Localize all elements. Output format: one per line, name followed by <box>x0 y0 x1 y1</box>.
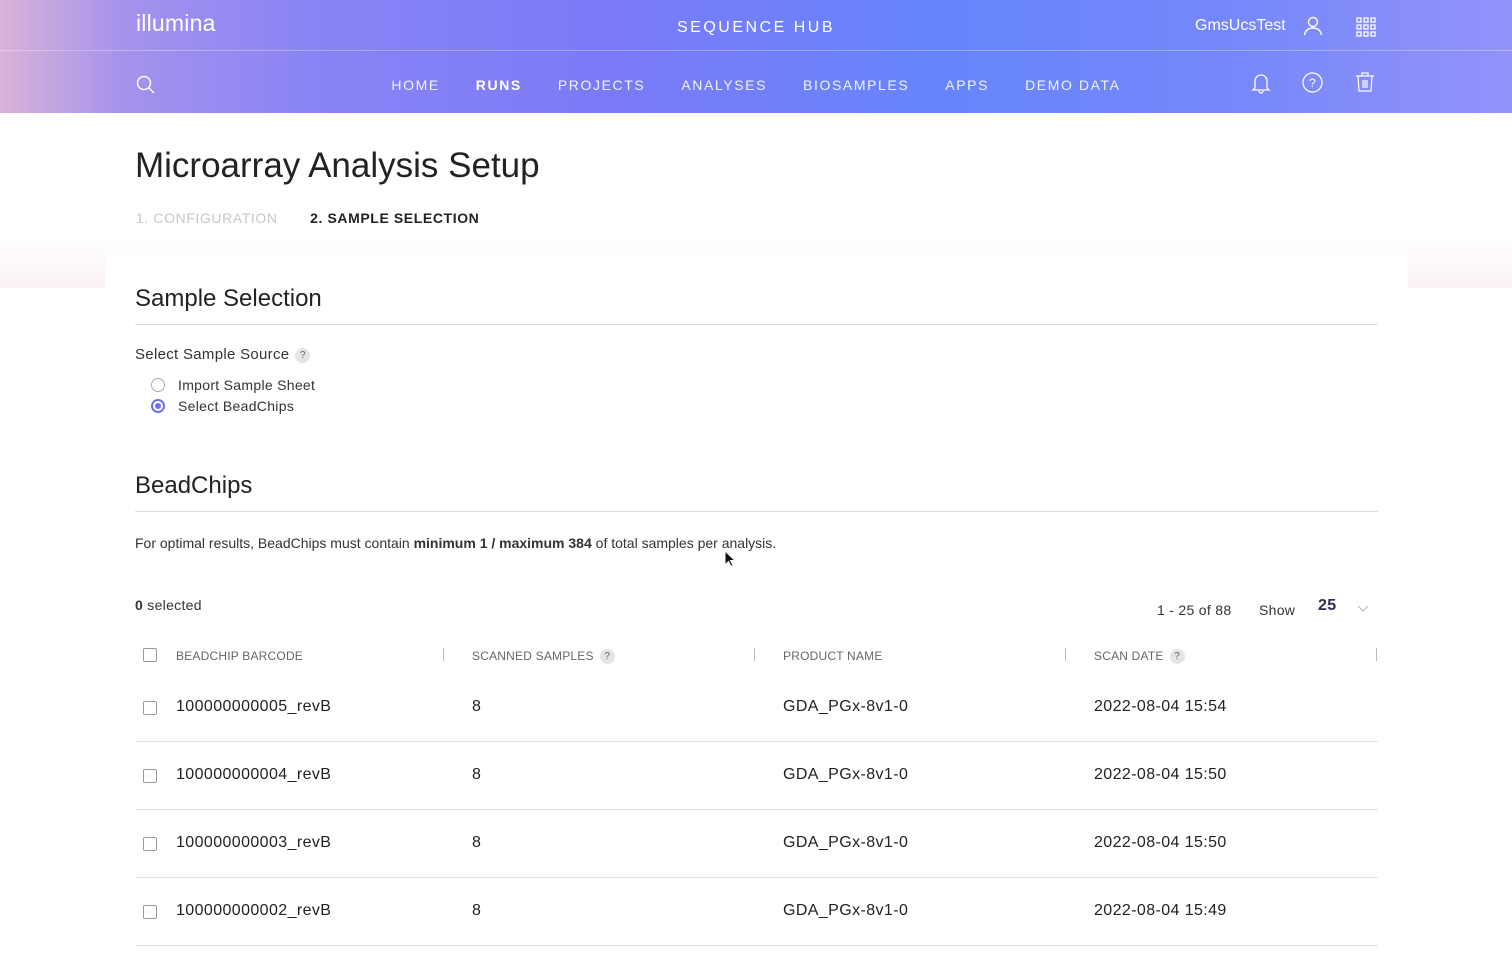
apps-grid-icon[interactable] <box>1356 17 1376 37</box>
nav-apps[interactable]: APPS <box>945 77 990 93</box>
mouse-cursor-icon <box>724 550 736 568</box>
cell-scanned-samples: 8 <box>472 698 482 715</box>
sample-source-text: Select Sample Source <box>135 346 290 363</box>
top-header: illumina SEQUENCE HUB GmsUcsTest HOME RU… <box>0 0 1512 113</box>
cell-scan-date: 2022-08-04 15:50 <box>1094 766 1227 783</box>
row-divider <box>135 945 1378 946</box>
col-scan-date[interactable]: SCAN DATE? <box>1094 649 1185 665</box>
illumina-logo[interactable]: illumina <box>136 10 216 36</box>
nav-analyses[interactable]: ANALYSES <box>681 77 768 93</box>
sample-source-label: Select Sample Source? <box>135 346 311 363</box>
cell-product-name: GDA_PGx-8v1-0 <box>783 698 909 715</box>
step-configuration[interactable]: 1. CONFIGURATION <box>136 210 278 226</box>
page-title: Microarray Analysis Setup <box>135 146 540 185</box>
cell-barcode: 100000000004_revB <box>176 766 332 783</box>
app-title: SEQUENCE HUB <box>676 19 836 36</box>
row-checkbox[interactable] <box>143 769 157 783</box>
info-text: For optimal results, BeadChips must cont… <box>135 535 414 551</box>
row-divider <box>135 877 1378 878</box>
col-scanned-samples-label: SCANNED SAMPLES <box>472 649 594 663</box>
main-nav: HOME RUNS PROJECTS ANALYSES BIOSAMPLES A… <box>0 77 1512 93</box>
beadchips-heading: BeadChips <box>135 472 253 499</box>
row-divider <box>135 741 1378 742</box>
cell-scanned-samples: 8 <box>472 902 482 919</box>
radio-select-beadchips[interactable] <box>151 399 165 413</box>
bell-icon[interactable] <box>1251 72 1271 94</box>
header-divider <box>0 50 1512 51</box>
radio-import-sample-sheet[interactable] <box>151 378 165 392</box>
chevron-down-icon[interactable] <box>1357 605 1369 613</box>
import-sample-sheet-label[interactable]: Import Sample Sheet <box>178 377 316 393</box>
info-text-end: of total samples per analysis. <box>591 535 777 551</box>
content-card <box>105 254 1408 965</box>
select-all-checkbox[interactable] <box>143 648 157 662</box>
col-scanned-samples[interactable]: SCANNED SAMPLES? <box>472 649 615 665</box>
trash-icon[interactable] <box>1355 72 1375 92</box>
selected-count: 0 selected <box>135 597 202 613</box>
selected-label: selected <box>143 597 202 613</box>
username[interactable]: GmsUcsTest <box>1195 17 1286 34</box>
user-icon[interactable] <box>1303 16 1323 36</box>
cell-barcode: 100000000002_revB <box>176 902 332 919</box>
col-scan-date-label: SCAN DATE <box>1094 649 1164 663</box>
help-icon[interactable]: ? <box>1169 649 1185 665</box>
cell-scan-date: 2022-08-04 15:49 <box>1094 902 1227 919</box>
nav-projects[interactable]: PROJECTS <box>557 77 646 93</box>
cell-scan-date: 2022-08-04 15:50 <box>1094 834 1227 851</box>
cell-product-name: GDA_PGx-8v1-0 <box>783 766 909 783</box>
nav-biosamples[interactable]: BIOSAMPLES <box>803 77 910 93</box>
svg-text:?: ? <box>1309 76 1316 90</box>
step-sample-selection[interactable]: 2. SAMPLE SELECTION <box>310 210 480 226</box>
help-icon[interactable]: ? <box>599 649 615 665</box>
divider <box>135 511 1378 512</box>
cell-product-name: GDA_PGx-8v1-0 <box>783 834 909 851</box>
pagination-range: 1 - 25 of 88 <box>1157 602 1232 618</box>
stepper: 1. CONFIGURATION 2. SAMPLE SELECTION <box>136 210 507 226</box>
search-icon[interactable] <box>136 75 156 95</box>
nav-demo-data[interactable]: DEMO DATA <box>1025 77 1121 93</box>
column-resizer[interactable] <box>1065 648 1066 661</box>
row-checkbox[interactable] <box>143 701 157 715</box>
page-size-select[interactable]: 25 <box>1318 597 1337 614</box>
info-limits: minimum 1 / maximum 384 <box>413 535 592 551</box>
cell-product-name: GDA_PGx-8v1-0 <box>783 902 909 919</box>
nav-runs[interactable]: RUNS <box>475 77 522 93</box>
col-beadchip-barcode[interactable]: BEADCHIP BARCODE <box>176 649 304 663</box>
col-product-name[interactable]: PRODUCT NAME <box>783 649 883 663</box>
column-resizer[interactable] <box>1376 648 1377 661</box>
row-divider <box>135 809 1378 810</box>
show-label: Show <box>1259 602 1296 618</box>
cell-scanned-samples: 8 <box>472 766 482 783</box>
cell-scanned-samples: 8 <box>472 834 482 851</box>
sample-selection-heading: Sample Selection <box>135 285 322 312</box>
nav-home[interactable]: HOME <box>391 77 440 93</box>
help-icon[interactable]: ? <box>295 347 311 363</box>
divider <box>135 324 1378 325</box>
select-beadchips-label[interactable]: Select BeadChips <box>178 398 295 414</box>
row-checkbox[interactable] <box>143 905 157 919</box>
column-resizer[interactable] <box>754 648 755 661</box>
cell-barcode: 100000000005_revB <box>176 698 332 715</box>
cell-barcode: 100000000003_revB <box>176 834 332 851</box>
cell-scan-date: 2022-08-04 15:54 <box>1094 698 1227 715</box>
help-icon[interactable]: ? <box>1302 72 1323 93</box>
column-resizer[interactable] <box>443 648 444 661</box>
row-checkbox[interactable] <box>143 837 157 851</box>
selected-number: 0 <box>135 597 144 613</box>
beadchips-info: For optimal results, BeadChips must cont… <box>135 535 776 551</box>
